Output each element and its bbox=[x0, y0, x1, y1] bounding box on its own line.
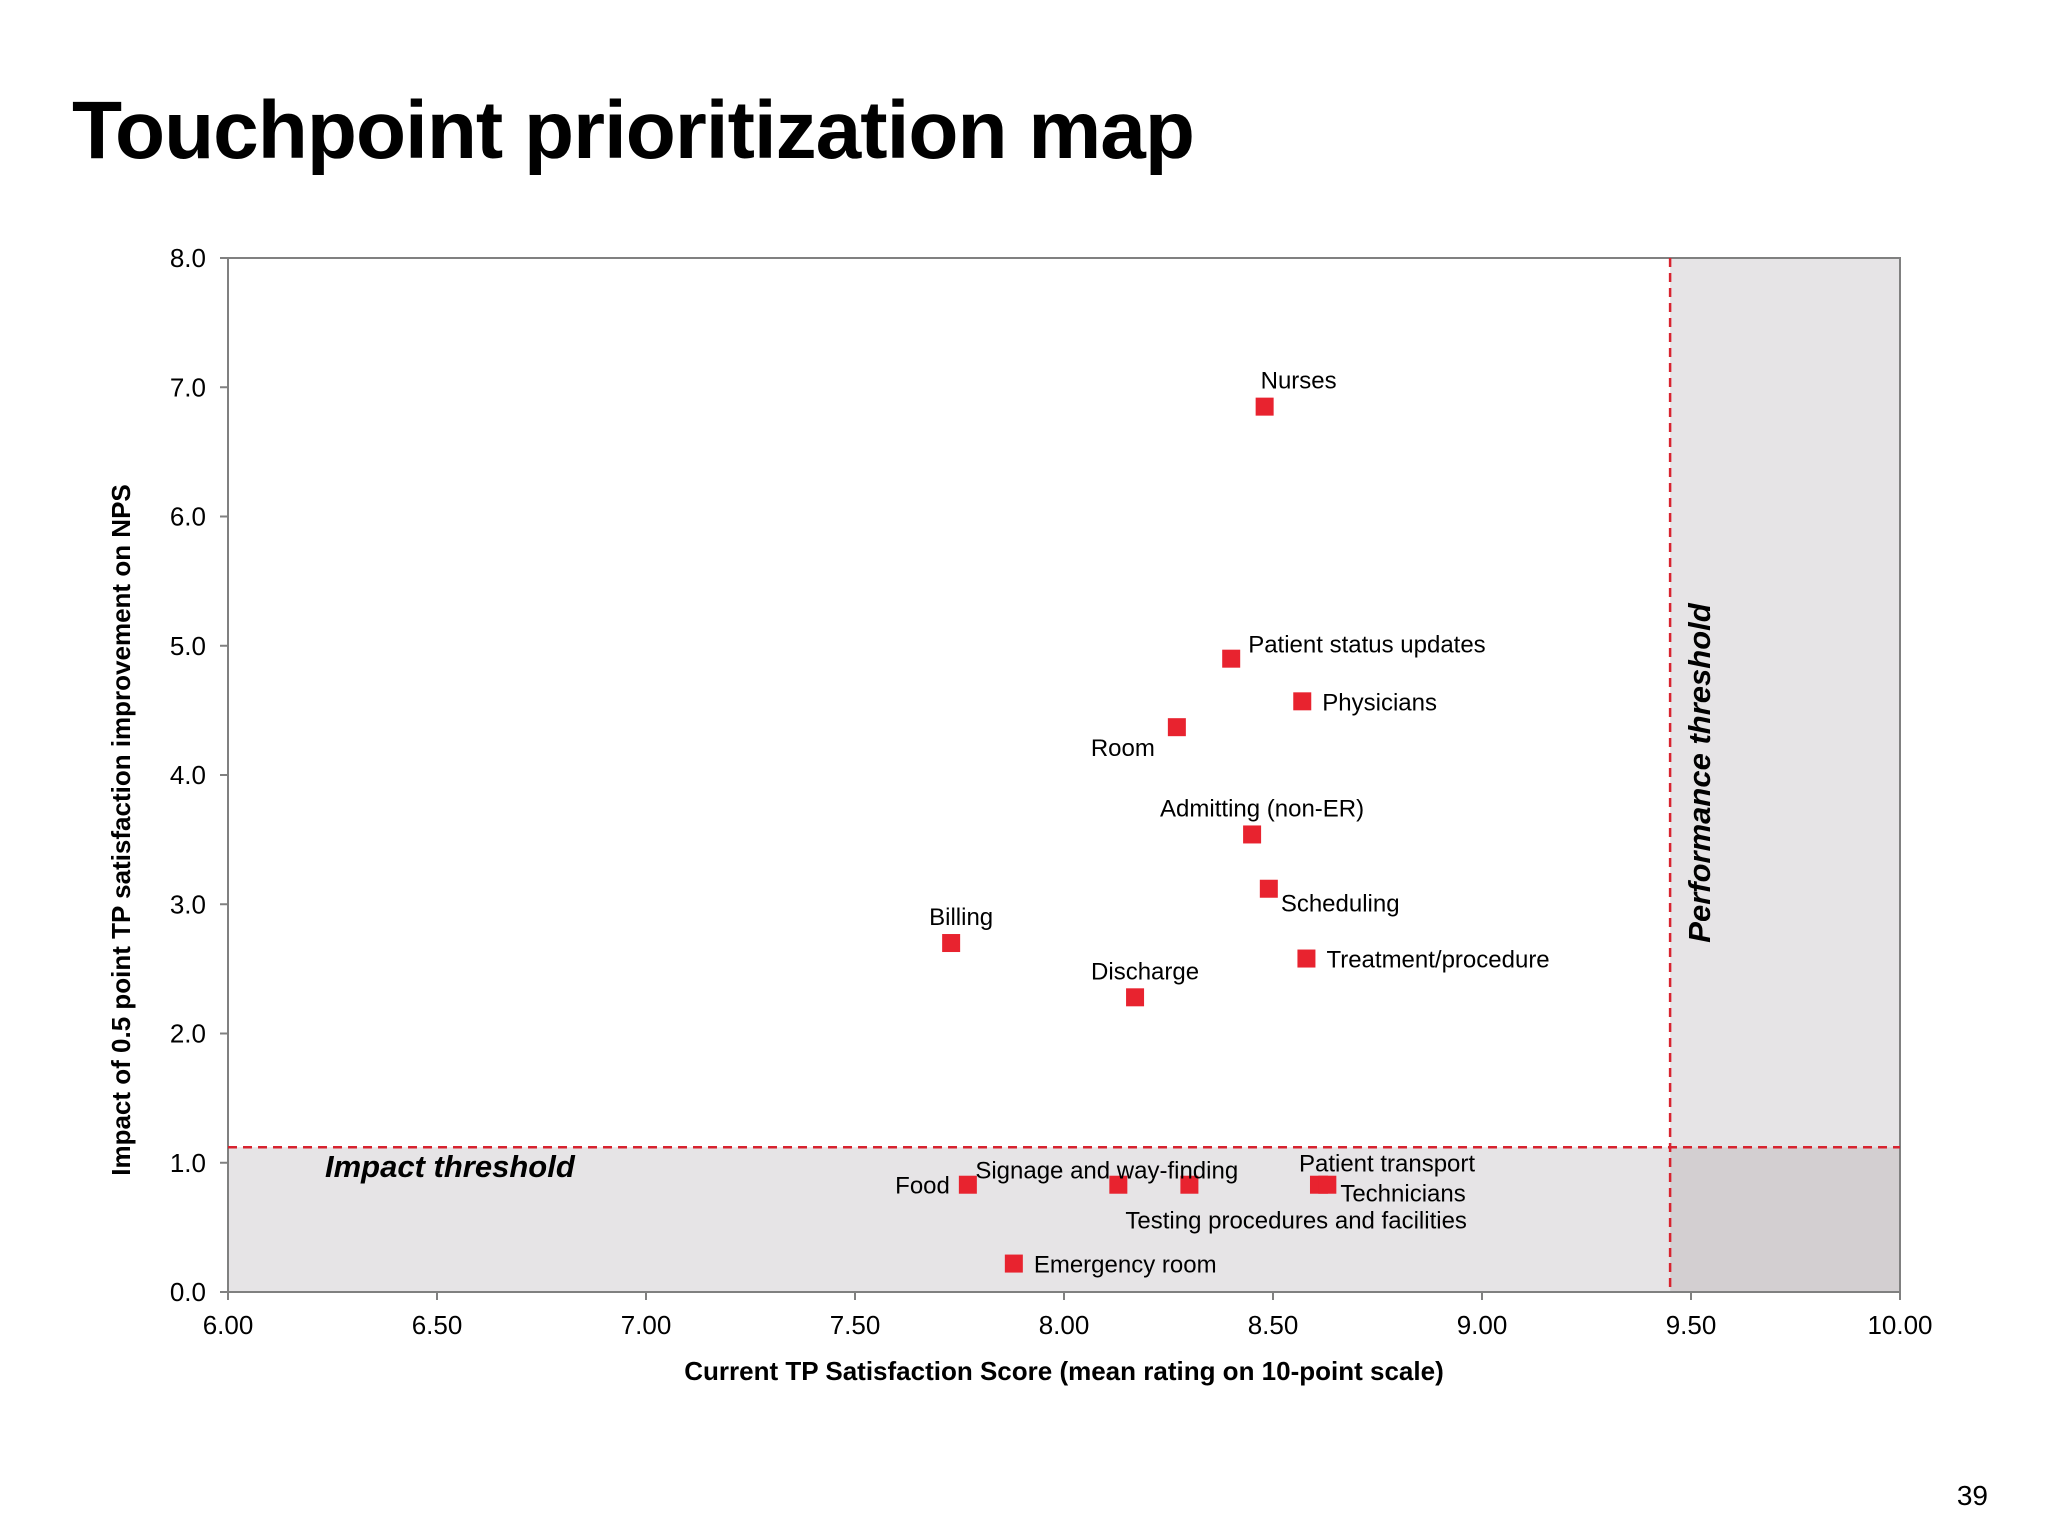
data-points bbox=[942, 397, 1337, 1273]
point-label: Treatment/procedure bbox=[1326, 947, 1549, 974]
x-tick-label: 9.50 bbox=[1666, 1310, 1717, 1340]
slide-title: Touchpoint prioritization map bbox=[72, 85, 1195, 176]
y-tick-label: 0.0 bbox=[170, 1277, 206, 1307]
x-tick-label: 6.00 bbox=[203, 1310, 254, 1340]
y-tick-label: 8.0 bbox=[170, 243, 206, 273]
chart-labels: Nurses Patient status updates Physicians Ro… bbox=[895, 368, 1550, 1279]
x-tick-label: 9.00 bbox=[1457, 1310, 1508, 1340]
point-label: Testing procedures and facilities bbox=[1125, 1208, 1467, 1235]
point-label: Nurses bbox=[1261, 368, 1337, 395]
data-point bbox=[1243, 825, 1262, 844]
point-label: Billing bbox=[929, 904, 993, 931]
impact-threshold-label: Impact threshold bbox=[325, 1149, 576, 1184]
point-label: Signage and way-finding bbox=[975, 1158, 1238, 1185]
plot-area bbox=[228, 258, 1900, 1292]
x-tick-label: 10.00 bbox=[1867, 1310, 1932, 1340]
data-point bbox=[1297, 949, 1316, 968]
threshold-lines: Impact threshold Performance threshold bbox=[228, 258, 1900, 1292]
low-impact-region bbox=[228, 1147, 1671, 1292]
data-point bbox=[1293, 692, 1312, 711]
x-tick-label: 6.50 bbox=[412, 1310, 463, 1340]
y-axis-label: Impact of 0.5 point TP satisfaction impr… bbox=[106, 484, 136, 1176]
point-label: Patient status updates bbox=[1248, 632, 1486, 659]
x-tick-label: 8.50 bbox=[1248, 1310, 1299, 1340]
point-label: Food bbox=[895, 1173, 950, 1200]
threshold-regions bbox=[228, 258, 1900, 1292]
data-point bbox=[1167, 718, 1186, 737]
data-point bbox=[1222, 649, 1241, 668]
data-point bbox=[1109, 1175, 1128, 1194]
point-label: Patient transport bbox=[1299, 1151, 1475, 1178]
point-label: Technicians bbox=[1340, 1181, 1465, 1208]
y-tick-label: 4.0 bbox=[170, 760, 206, 790]
point-label: Room bbox=[1091, 735, 1155, 762]
point-label: Emergency room bbox=[1034, 1252, 1217, 1279]
page-number: 39 bbox=[1956, 1480, 1988, 1511]
y-tick-label: 5.0 bbox=[170, 631, 206, 661]
x-tick-label: 8.00 bbox=[1039, 1310, 1090, 1340]
y-tick-label: 6.0 bbox=[170, 502, 206, 532]
data-point bbox=[1255, 397, 1274, 416]
x-tick-label: 7.00 bbox=[621, 1310, 672, 1340]
x-tick-label: 7.50 bbox=[830, 1310, 881, 1340]
data-point bbox=[958, 1175, 977, 1194]
high-performance-region bbox=[1670, 258, 1900, 1148]
y-tick-label: 2.0 bbox=[170, 1019, 206, 1049]
point-label: Physicians bbox=[1322, 689, 1437, 716]
corner-region bbox=[1670, 1147, 1900, 1292]
y-tick-label: 7.0 bbox=[170, 372, 206, 402]
data-point bbox=[942, 934, 961, 953]
y-tick-label: 1.0 bbox=[170, 1148, 206, 1178]
data-point bbox=[1126, 988, 1145, 1007]
performance-threshold-label: Performance threshold bbox=[1682, 602, 1717, 942]
x-axis-label: Current TP Satisfaction Score (mean rati… bbox=[684, 1356, 1443, 1386]
chart-axes: 6.00 6.50 7.00 7.50 8.00 8.50 9.00 9.50 10.00 0.0… bbox=[106, 243, 1933, 1386]
y-tick-label: 3.0 bbox=[170, 889, 206, 919]
data-point bbox=[1180, 1175, 1199, 1194]
point-label: Admitting (non-ER) bbox=[1160, 795, 1364, 822]
data-point bbox=[1318, 1175, 1337, 1194]
data-point bbox=[1004, 1254, 1023, 1273]
point-label: Discharge bbox=[1091, 958, 1199, 985]
point-label: Scheduling bbox=[1281, 891, 1400, 918]
data-point bbox=[1259, 879, 1278, 898]
